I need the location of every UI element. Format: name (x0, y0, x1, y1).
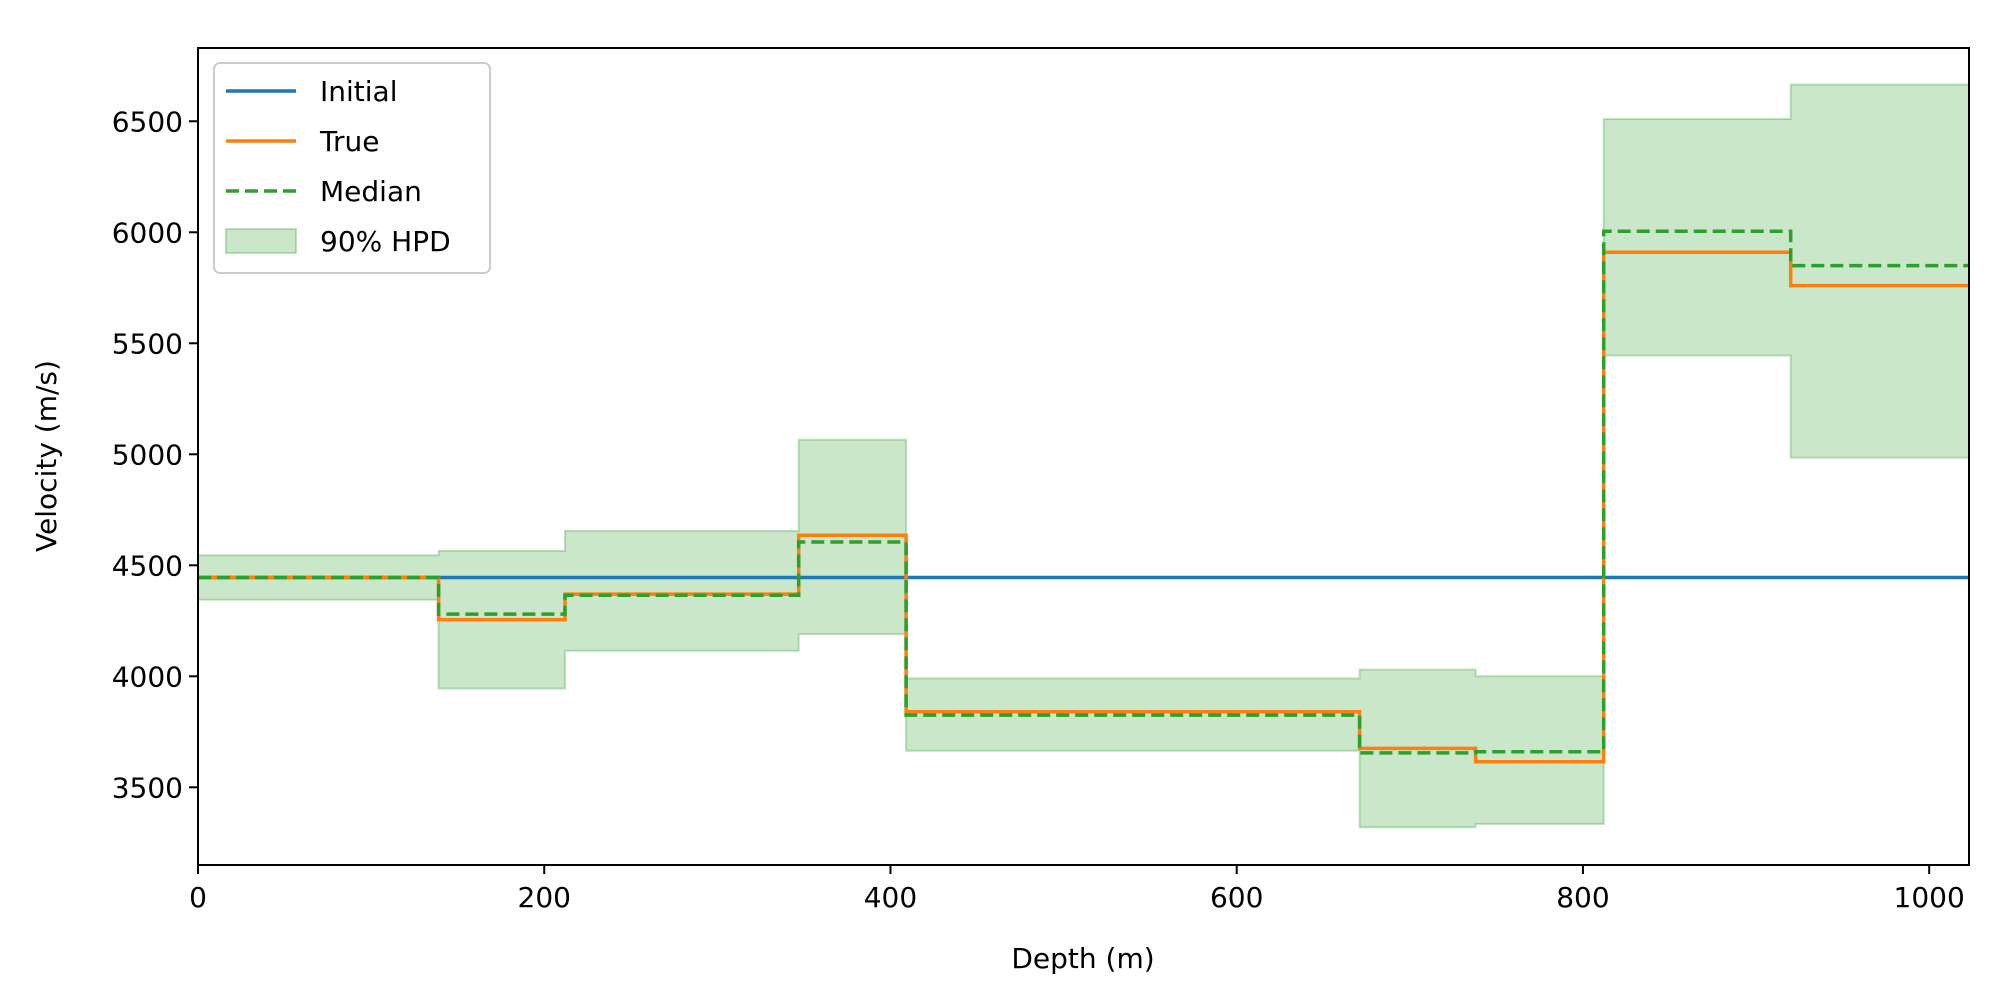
y-tick-label: 4500 (112, 549, 183, 582)
y-tick-label: 5000 (112, 438, 183, 471)
y-axis-label: Velocity (m/s) (30, 360, 63, 552)
series-line-true (198, 250, 1969, 764)
plot-frame (197, 47, 1970, 866)
legend-label-true: True (319, 125, 379, 158)
y-tick-label: 6000 (112, 216, 183, 249)
legend: Initial True Median 90% HPD (213, 62, 491, 274)
legend-label-initial: Initial (320, 75, 397, 108)
x-tick-label: 200 (518, 881, 571, 914)
x-tick-label: 1000 (1894, 881, 1965, 914)
series-layer (198, 229, 1969, 764)
legend-label-90-hpd: 90% HPD (320, 225, 451, 258)
legend-swatch-hpd-band (225, 228, 297, 254)
legend-label-median: Median (320, 175, 422, 208)
y-tick-label: 4000 (112, 660, 183, 693)
y-tick-label: 3500 (112, 771, 183, 804)
legend-frame (213, 62, 491, 274)
legend-entries: Initial True Median 90% HPD (225, 75, 451, 258)
series-line-median (198, 229, 1969, 755)
x-axis-ticks: 0 200 400 600 800 1000 (189, 865, 1965, 914)
x-tick-label: 0 (189, 881, 207, 914)
y-tick-label: 6500 (112, 105, 183, 138)
y-axis-ticks: 3500 4000 4500 5000 5500 6000 6500 (112, 105, 198, 804)
y-tick-label: 5500 (112, 327, 183, 360)
x-axis-label: Depth (m) (1011, 942, 1154, 975)
x-tick-label: 400 (864, 881, 917, 914)
x-tick-label: 600 (1210, 881, 1263, 914)
x-tick-label: 800 (1556, 881, 1609, 914)
